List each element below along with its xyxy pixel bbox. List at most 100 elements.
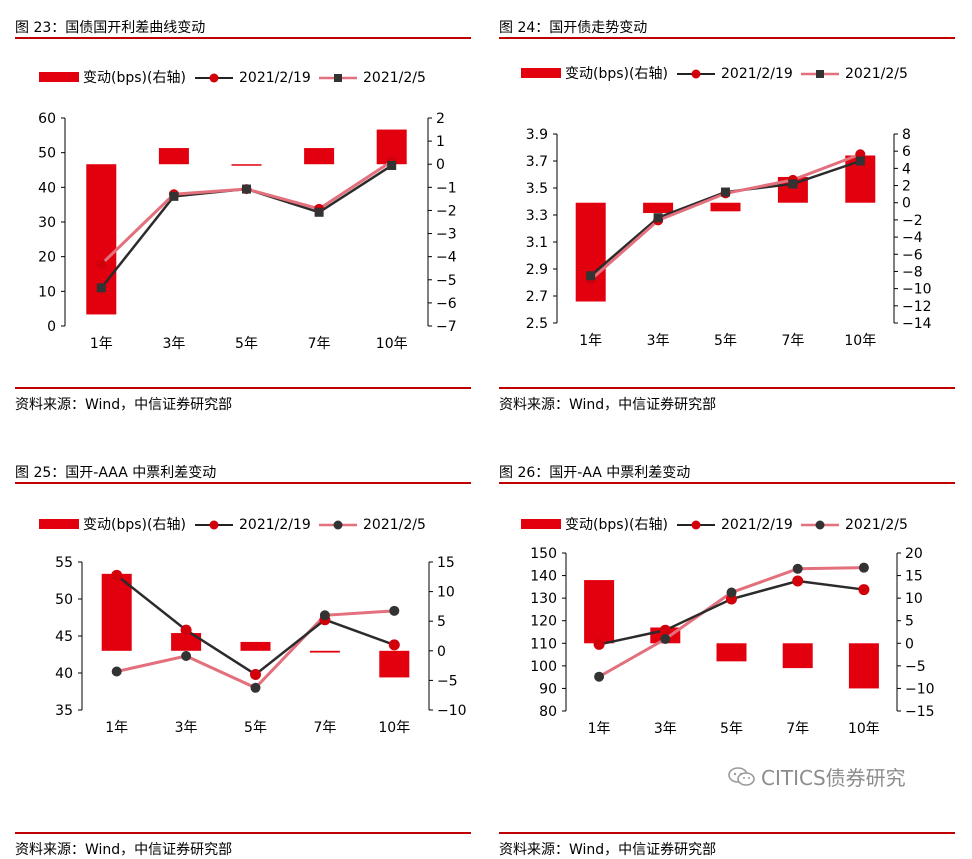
right-tick-label: −4 <box>902 230 923 246</box>
source-note: 资料来源：Wind，中信证券研究部 <box>15 397 233 413</box>
series-point-a <box>180 624 192 636</box>
panel-chart-25: 图 25：国开-AAA 中票利差变动 变动(bps)(右轴) 2021/2/19 2… <box>15 445 471 858</box>
bar-change <box>782 643 813 669</box>
right-tick-label: 2 <box>902 179 911 195</box>
series-point-b <box>111 666 122 677</box>
source-rule <box>15 832 471 834</box>
bar-change <box>575 202 606 302</box>
right-tick-label: 2 <box>436 111 445 127</box>
x-tick-label: 1年 <box>105 720 128 736</box>
bar-change <box>240 641 271 651</box>
right-tick-label: −10 <box>437 703 467 719</box>
legend-label-bar: 变动(bps)(右轴) <box>83 517 186 533</box>
series-point-b <box>726 587 737 598</box>
series-point-b <box>792 563 803 574</box>
source-note: 资料来源：Wind，中信证券研究部 <box>15 842 233 858</box>
series-point-b <box>242 184 251 194</box>
legend-marker-b <box>333 520 343 530</box>
source-note: 资料来源：Wind，中信证券研究部 <box>499 397 717 413</box>
legend-marker-b <box>815 520 825 530</box>
bar-change <box>171 633 202 651</box>
right-tick-label: −2 <box>436 203 457 219</box>
left-tick-label: 10 <box>38 284 56 300</box>
x-tick-label: 7年 <box>786 721 809 737</box>
x-tick-label: 3年 <box>175 720 198 736</box>
legend-marker-a <box>209 73 219 83</box>
x-tick-label: 3年 <box>654 721 677 737</box>
title-rule <box>15 37 471 39</box>
x-tick-label: 10年 <box>378 720 410 736</box>
right-tick-label: 5 <box>437 614 446 630</box>
series-point-b <box>721 187 730 197</box>
left-tick-label: 45 <box>55 629 73 645</box>
wechat-icon <box>728 766 755 786</box>
legend-label-b: 2021/2/5 <box>363 517 426 533</box>
source-note: 资料来源：Wind，中信证券研究部 <box>499 842 717 858</box>
x-tick-label: 5年 <box>714 333 737 349</box>
source-rule <box>499 832 955 834</box>
series-point-b <box>181 650 192 661</box>
panel-chart-26: 图 26：国开-AA 中票利差变动 变动(bps)(右轴) 2021/2/19 20… <box>499 445 955 858</box>
chart-23: 变动(bps)(右轴) 2021/2/19 2021/2/5605040302010… <box>38 70 457 352</box>
series-point-b <box>788 179 798 189</box>
legend-swatch-bar <box>521 519 561 529</box>
x-tick-label: 7年 <box>781 333 804 349</box>
right-tick-label: −7 <box>436 319 457 335</box>
legend-label-a: 2021/2/19 <box>239 517 311 533</box>
right-tick-label: −6 <box>436 296 457 312</box>
right-tick-label: 15 <box>437 555 455 571</box>
left-tick-label: 80 <box>539 704 557 720</box>
left-tick-label: 55 <box>55 555 73 571</box>
right-tick-label: 0 <box>902 196 911 212</box>
legend-swatch-bar <box>39 519 79 529</box>
x-tick-label: 5年 <box>244 720 267 736</box>
right-tick-label: 20 <box>905 546 923 562</box>
legend-label-a: 2021/2/19 <box>721 66 793 82</box>
series-point-b <box>96 283 106 293</box>
series-line-a <box>589 152 861 281</box>
series-point-a <box>96 259 107 270</box>
right-tick-label: 0 <box>437 644 446 660</box>
title-rule <box>15 482 471 484</box>
series-point-a <box>250 668 261 680</box>
x-tick-label: 5年 <box>235 336 258 352</box>
x-tick-label: 10年 <box>848 721 880 737</box>
right-tick-label: 0 <box>436 157 445 173</box>
right-tick-label: 10 <box>905 591 923 607</box>
series-point-b <box>855 156 865 166</box>
watermark-text: CITICS债券研究 <box>761 766 906 790</box>
legend-label-a: 2021/2/19 <box>239 70 311 86</box>
series-point-a <box>593 638 605 650</box>
bar-change <box>158 148 189 165</box>
left-tick-label: 50 <box>55 592 73 608</box>
left-tick-label: 30 <box>38 215 56 231</box>
chart-title: 图 25：国开-AAA 中票利差变动 <box>15 465 217 481</box>
left-tick-label: 3.7 <box>526 154 548 170</box>
legend-label-bar: 变动(bps)(右轴) <box>565 66 668 82</box>
right-tick-label: 6 <box>902 144 911 160</box>
left-tick-label: 2.9 <box>526 262 548 278</box>
x-tick-label: 7年 <box>313 720 336 736</box>
right-tick-label: −15 <box>905 704 935 720</box>
left-tick-label: 0 <box>47 319 56 335</box>
left-tick-label: 3.3 <box>526 208 548 224</box>
series-point-b <box>586 271 596 281</box>
left-tick-label: 90 <box>539 681 557 697</box>
right-tick-label: 4 <box>902 161 911 177</box>
series-point-b <box>594 671 605 682</box>
series-point-b <box>660 633 671 644</box>
series-point-b <box>319 610 330 621</box>
x-tick-label: 10年 <box>844 333 876 349</box>
right-tick-label: −10 <box>905 681 935 697</box>
right-tick-label: −10 <box>902 282 932 298</box>
legend-marker-b <box>334 74 342 82</box>
right-tick-label: −5 <box>905 659 926 675</box>
bar-change <box>309 650 340 653</box>
panel-chart-24: 图 24：国开债走势变动 变动(bps)(右轴) 2021/2/19 2021/2/… <box>499 0 955 413</box>
series-point-a <box>111 569 123 581</box>
right-tick-label: −8 <box>902 264 923 280</box>
right-tick-label: 5 <box>905 614 914 630</box>
series-point-a <box>659 624 671 636</box>
right-tick-label: 8 <box>902 127 911 143</box>
legend-label-b: 2021/2/5 <box>363 70 426 86</box>
